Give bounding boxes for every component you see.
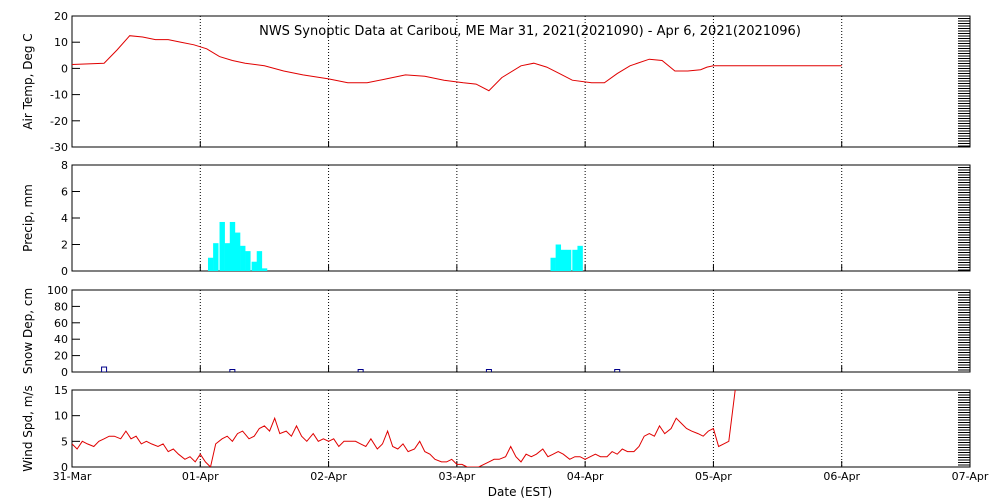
precip-bar — [572, 249, 578, 271]
y-tick-label: 0 — [61, 366, 68, 379]
panel-airtemp: 20 10 0 -10 -20 -30 Air Temp, Deg C — [21, 10, 971, 154]
y-axis-label-snowdep: Snow Dep, cm — [21, 288, 35, 374]
precip-bar — [565, 249, 572, 271]
series-snowdep — [101, 366, 621, 372]
precip-bar — [219, 221, 225, 271]
precip-bar — [256, 251, 263, 271]
precip-bar — [577, 245, 583, 271]
y-tick-label: 5 — [61, 435, 68, 448]
snow-depth-point — [229, 369, 236, 372]
x-tick-label: 31-Mar — [53, 470, 92, 483]
x-tick-label: 03-Apr — [438, 470, 475, 483]
y-tick-label: 4 — [61, 212, 68, 225]
y-tick-label: 40 — [54, 333, 68, 346]
y-tick-label: 15 — [54, 384, 68, 397]
y-tick-label: -30 — [50, 141, 68, 154]
precip-bar — [245, 251, 251, 271]
y-tick-label: 60 — [54, 317, 68, 330]
precip-bar — [224, 243, 231, 271]
panel-frame — [71, 289, 971, 373]
y-tick-label: 0 — [61, 62, 68, 75]
precip-bar — [213, 243, 219, 271]
snow-depth-point — [357, 369, 364, 372]
x-tick-label: 01-Apr — [182, 470, 219, 483]
precip-bar — [550, 257, 556, 271]
y-tick-label: 8 — [61, 159, 68, 172]
chart-title: NWS Synoptic Data at Caribou, ME Mar 31,… — [259, 24, 801, 39]
precip-bar — [240, 245, 246, 271]
y-tick-label: 2 — [61, 239, 68, 252]
precip-bar — [555, 244, 562, 271]
y-tick-label: 100 — [47, 284, 68, 297]
y-tick-label: 20 — [54, 10, 68, 23]
y-tick-label: 0 — [61, 461, 68, 474]
y-tick-label: 20 — [54, 350, 68, 363]
precip-bar — [261, 268, 268, 271]
x-tick-label: 07-Apr — [952, 470, 989, 483]
y-tick-label: 10 — [54, 410, 68, 423]
precip-bar — [207, 257, 214, 271]
y-axis-label-precip: Precip, mm — [21, 184, 35, 252]
snow-depth-point — [101, 366, 108, 372]
y-tick-label: 6 — [61, 186, 68, 199]
x-axis-label: Date (EST) — [488, 485, 552, 499]
snow-depth-point — [485, 369, 492, 372]
series-line-windspd — [72, 390, 736, 467]
x-tick-label: 06-Apr — [823, 470, 860, 483]
series-precip — [207, 221, 583, 271]
precip-bar — [234, 232, 241, 271]
panel-frame — [71, 164, 971, 272]
x-tick-label: 05-Apr — [695, 470, 732, 483]
panel-precip: 8 6 4 2 0 Precip, mm — [21, 159, 971, 278]
panel-frame — [71, 389, 971, 468]
y-axis-label-airtemp: Air Temp, Deg C — [21, 33, 35, 129]
y-tick-label: 0 — [61, 265, 68, 278]
series-windspd — [72, 390, 736, 467]
series-airtemp — [72, 35, 842, 92]
precip-bar — [560, 249, 567, 271]
x-tick-label: 02-Apr — [310, 470, 347, 483]
y-tick-label: -10 — [50, 89, 68, 102]
precip-bar — [251, 261, 257, 271]
panel-snowdep: 100 80 60 40 20 0 Snow Dep, cm — [21, 284, 971, 379]
x-axis: 31-Mar 01-Apr 02-Apr 03-Apr 04-Apr 05-Apr 06-A… — [53, 470, 989, 483]
series-line-airtemp — [72, 35, 842, 92]
y-tick-label: 10 — [54, 36, 68, 49]
y-tick-label: 80 — [54, 300, 68, 313]
y-axis-label-windspd: Wind Spd, m/s — [21, 385, 35, 471]
y-tick-label: -20 — [50, 115, 68, 128]
precip-bar — [229, 221, 236, 271]
snow-depth-point — [614, 369, 621, 372]
panel-windspd: 15 10 5 0 Wind Spd, m/s — [21, 384, 971, 474]
x-tick-label: 04-Apr — [567, 470, 604, 483]
